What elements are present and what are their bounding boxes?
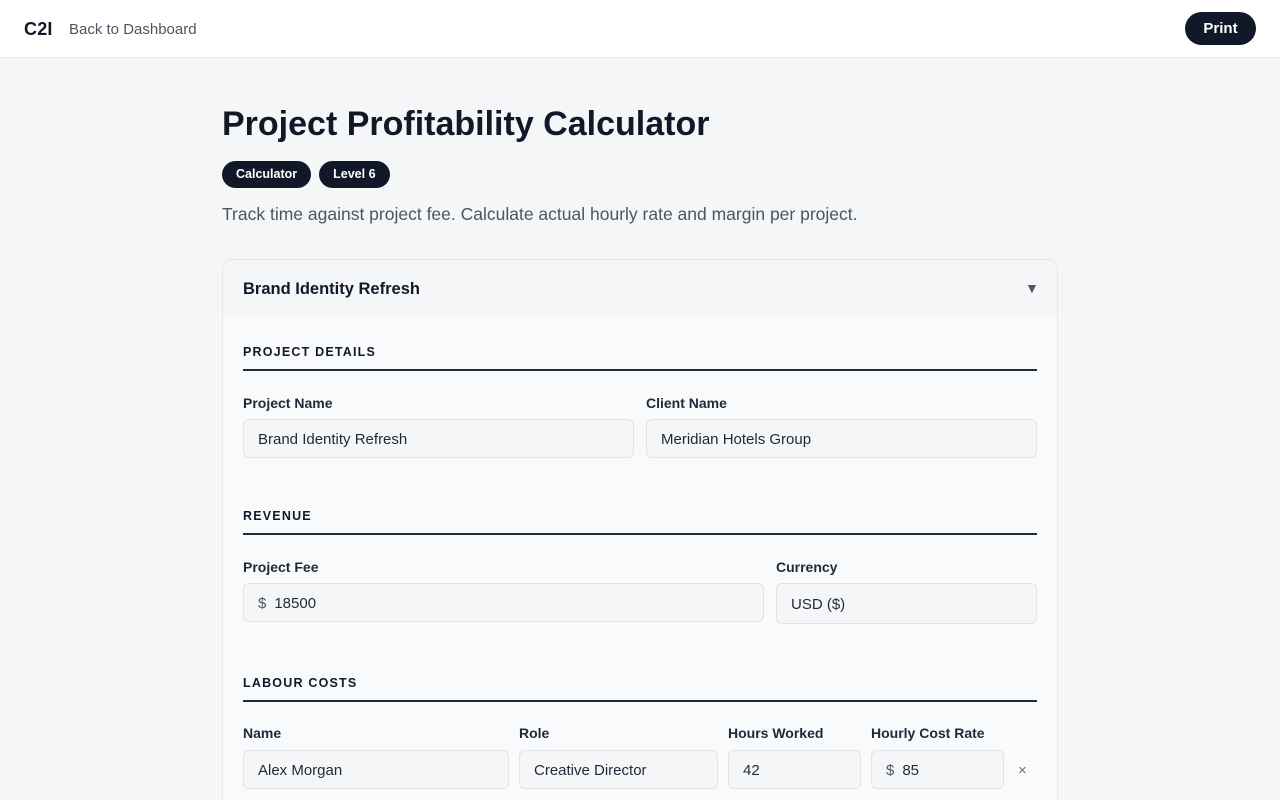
labour-name-value: Alex Morgan: [258, 762, 343, 779]
client-name-value: Meridian Hotels Group: [661, 431, 812, 448]
section-divider: [243, 533, 1037, 535]
back-to-dashboard-link[interactable]: Back to Dashboard: [69, 21, 197, 38]
column-header-name: Name: [243, 725, 282, 741]
labour-hours-value: 42: [743, 762, 760, 779]
column-header-rate: Hourly Cost Rate: [871, 725, 985, 741]
project-card-title: Brand Identity Refresh: [243, 280, 420, 298]
badge-group: Calculator Level 6: [222, 161, 390, 188]
project-fee-input[interactable]: $18500: [243, 583, 764, 622]
print-button[interactable]: Print: [1185, 12, 1256, 45]
column-header-role: Role: [519, 725, 550, 741]
dollar-prefix: $: [258, 595, 267, 612]
labour-name-input[interactable]: Alex Morgan: [243, 750, 509, 789]
category-badge: Calculator: [222, 161, 312, 188]
currency-label: Currency: [776, 559, 838, 575]
project-name-label: Project Name: [243, 395, 333, 411]
section-divider: [243, 369, 1037, 371]
client-name-label: Client Name: [646, 395, 727, 411]
project-card-header[interactable]: Brand Identity Refresh ▼: [223, 260, 1057, 318]
section-title-labour-costs: LABOUR COSTS: [243, 676, 358, 690]
currency-value: USD ($): [791, 596, 846, 613]
section-title-revenue: REVENUE: [243, 509, 312, 523]
logo: C2I: [24, 19, 53, 39]
section-title-project-details: PROJECT DETAILS: [243, 345, 377, 359]
project-name-input[interactable]: Brand Identity Refresh: [243, 419, 634, 458]
top-bar: C2I Back to Dashboard Print: [0, 0, 1280, 58]
project-fee-value: 18500: [274, 595, 317, 612]
chevron-down-icon[interactable]: ▼: [1025, 280, 1039, 296]
level-badge: Level 6: [319, 161, 390, 188]
project-card: Brand Identity Refresh ▼ PROJECT DETAILS…: [222, 259, 1058, 800]
currency-select[interactable]: USD ($): [776, 583, 1037, 624]
labour-role-input[interactable]: Creative Director: [519, 750, 718, 789]
labour-hours-input[interactable]: 42: [728, 750, 861, 789]
dollar-prefix: $: [886, 762, 895, 779]
page-title: Project Profitability Calculator: [222, 105, 710, 143]
section-divider: [243, 700, 1037, 702]
labour-rate-value: 85: [902, 762, 920, 779]
labour-role-value: Creative Director: [534, 762, 647, 779]
remove-row-icon[interactable]: ×: [1018, 762, 1027, 779]
project-fee-label: Project Fee: [243, 559, 319, 575]
column-header-hours: Hours Worked: [728, 725, 824, 741]
page-subtitle: Track time against project fee. Calculat…: [222, 204, 858, 224]
client-name-input[interactable]: Meridian Hotels Group: [646, 419, 1037, 458]
labour-rate-input[interactable]: $85: [871, 750, 1004, 789]
project-name-value: Brand Identity Refresh: [258, 431, 408, 448]
